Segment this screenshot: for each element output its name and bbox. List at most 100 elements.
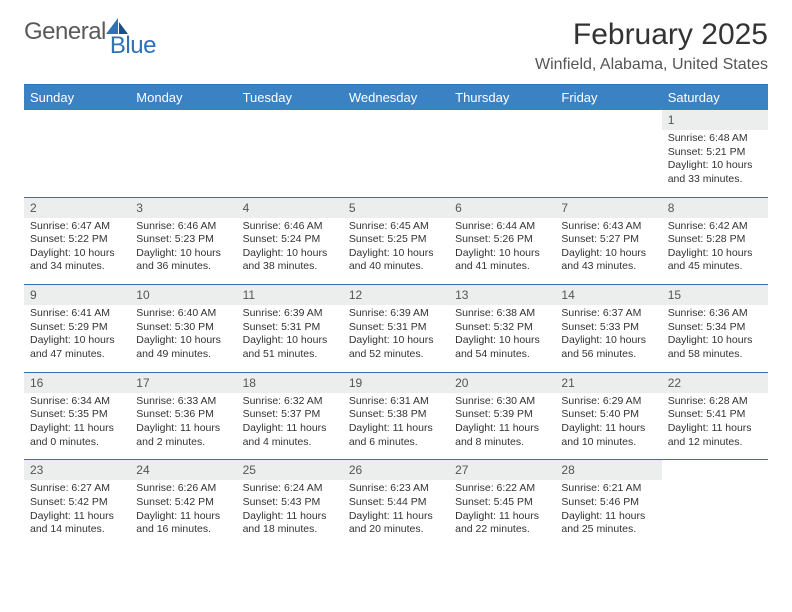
sunrise-line: Sunrise: 6:46 AM <box>243 220 337 234</box>
sunset-line: Sunset: 5:44 PM <box>349 496 443 510</box>
day-number-cell <box>130 110 236 130</box>
daylight-line: Daylight: 11 hours <box>561 510 655 524</box>
day-number-cell: 9 <box>24 285 130 305</box>
day-number-cell: 2 <box>24 198 130 218</box>
sunrise-line: Sunrise: 6:27 AM <box>30 482 124 496</box>
daylight-line: and 34 minutes. <box>30 260 124 274</box>
day-detail-cell: Sunrise: 6:45 AMSunset: 5:25 PMDaylight:… <box>343 218 449 285</box>
daylight-line: Daylight: 10 hours <box>243 334 337 348</box>
day-detail-cell: Sunrise: 6:38 AMSunset: 5:32 PMDaylight:… <box>449 305 555 372</box>
daylight-line: Daylight: 10 hours <box>243 247 337 261</box>
sunrise-line: Sunrise: 6:43 AM <box>561 220 655 234</box>
day-number-row: 1 <box>24 110 768 130</box>
day-detail-cell <box>343 130 449 197</box>
sunrise-line: Sunrise: 6:46 AM <box>136 220 230 234</box>
sunrise-line: Sunrise: 6:44 AM <box>455 220 549 234</box>
day-detail-cell: Sunrise: 6:28 AMSunset: 5:41 PMDaylight:… <box>662 393 768 460</box>
sunset-line: Sunset: 5:28 PM <box>668 233 762 247</box>
sunrise-line: Sunrise: 6:45 AM <box>349 220 443 234</box>
daylight-line: Daylight: 10 hours <box>561 334 655 348</box>
day-number-row: 9101112131415 <box>24 285 768 305</box>
sunrise-line: Sunrise: 6:42 AM <box>668 220 762 234</box>
day-detail-cell: Sunrise: 6:42 AMSunset: 5:28 PMDaylight:… <box>662 218 768 285</box>
daylight-line: and 10 minutes. <box>561 436 655 450</box>
daylight-line: Daylight: 10 hours <box>30 247 124 261</box>
day-number-cell: 26 <box>343 460 449 480</box>
daylight-line: and 22 minutes. <box>455 523 549 537</box>
month-title: February 2025 <box>535 18 768 52</box>
day-detail-cell: Sunrise: 6:47 AMSunset: 5:22 PMDaylight:… <box>24 218 130 285</box>
daylight-line: and 58 minutes. <box>668 348 762 362</box>
day-number-cell: 8 <box>662 198 768 218</box>
location: Winfield, Alabama, United States <box>535 56 768 74</box>
day-number-cell: 16 <box>24 373 130 393</box>
day-number-cell: 23 <box>24 460 130 480</box>
day-detail-cell: Sunrise: 6:26 AMSunset: 5:42 PMDaylight:… <box>130 480 236 547</box>
sunrise-line: Sunrise: 6:31 AM <box>349 395 443 409</box>
daylight-line: and 25 minutes. <box>561 523 655 537</box>
calendar-page: General Blue February 2025 Winfield, Ala… <box>0 0 792 565</box>
sunrise-line: Sunrise: 6:32 AM <box>243 395 337 409</box>
day-detail-cell <box>449 130 555 197</box>
day-detail-cell <box>555 130 661 197</box>
sunset-line: Sunset: 5:42 PM <box>136 496 230 510</box>
sunset-line: Sunset: 5:38 PM <box>349 408 443 422</box>
day-detail-cell: Sunrise: 6:24 AMSunset: 5:43 PMDaylight:… <box>237 480 343 547</box>
day-detail-cell <box>130 130 236 197</box>
logo-text-1: General <box>24 18 106 46</box>
day-detail-cell: Sunrise: 6:33 AMSunset: 5:36 PMDaylight:… <box>130 393 236 460</box>
daylight-line: and 54 minutes. <box>455 348 549 362</box>
day-number-cell: 18 <box>237 373 343 393</box>
sunset-line: Sunset: 5:35 PM <box>30 408 124 422</box>
daylight-line: Daylight: 11 hours <box>243 510 337 524</box>
day-number-cell: 20 <box>449 373 555 393</box>
daylight-line: Daylight: 11 hours <box>349 510 443 524</box>
sunset-line: Sunset: 5:40 PM <box>561 408 655 422</box>
calendar-body: 1Sunrise: 6:48 AMSunset: 5:21 PMDaylight… <box>24 110 768 547</box>
daylight-line: and 2 minutes. <box>136 436 230 450</box>
daylight-line: Daylight: 10 hours <box>561 247 655 261</box>
sunset-line: Sunset: 5:31 PM <box>243 321 337 335</box>
sunrise-line: Sunrise: 6:39 AM <box>243 307 337 321</box>
daylight-line: and 16 minutes. <box>136 523 230 537</box>
sunrise-line: Sunrise: 6:22 AM <box>455 482 549 496</box>
sunset-line: Sunset: 5:32 PM <box>455 321 549 335</box>
sunset-line: Sunset: 5:25 PM <box>349 233 443 247</box>
daylight-line: and 45 minutes. <box>668 260 762 274</box>
daylight-line: and 4 minutes. <box>243 436 337 450</box>
sunset-line: Sunset: 5:33 PM <box>561 321 655 335</box>
sunset-line: Sunset: 5:24 PM <box>243 233 337 247</box>
sunset-line: Sunset: 5:34 PM <box>668 321 762 335</box>
day-detail-cell: Sunrise: 6:39 AMSunset: 5:31 PMDaylight:… <box>237 305 343 372</box>
day-number-cell: 17 <box>130 373 236 393</box>
daylight-line: and 36 minutes. <box>136 260 230 274</box>
sunrise-line: Sunrise: 6:30 AM <box>455 395 549 409</box>
daylight-line: Daylight: 10 hours <box>136 247 230 261</box>
daylight-line: Daylight: 10 hours <box>668 247 762 261</box>
weekday-header: Friday <box>555 85 661 110</box>
weekday-header: Monday <box>130 85 236 110</box>
day-detail-row: Sunrise: 6:48 AMSunset: 5:21 PMDaylight:… <box>24 130 768 197</box>
day-detail-cell: Sunrise: 6:32 AMSunset: 5:37 PMDaylight:… <box>237 393 343 460</box>
sunset-line: Sunset: 5:21 PM <box>668 146 762 160</box>
sunset-line: Sunset: 5:45 PM <box>455 496 549 510</box>
day-number-cell: 10 <box>130 285 236 305</box>
sunset-line: Sunset: 5:29 PM <box>30 321 124 335</box>
day-number-cell: 14 <box>555 285 661 305</box>
day-detail-row: Sunrise: 6:41 AMSunset: 5:29 PMDaylight:… <box>24 305 768 372</box>
daylight-line: Daylight: 11 hours <box>561 422 655 436</box>
sunrise-line: Sunrise: 6:47 AM <box>30 220 124 234</box>
day-number-row: 16171819202122 <box>24 373 768 393</box>
logo-text-2: Blue <box>110 32 156 60</box>
day-detail-cell: Sunrise: 6:46 AMSunset: 5:23 PMDaylight:… <box>130 218 236 285</box>
daylight-line: and 49 minutes. <box>136 348 230 362</box>
daylight-line: and 20 minutes. <box>349 523 443 537</box>
sunrise-line: Sunrise: 6:23 AM <box>349 482 443 496</box>
day-number-cell: 7 <box>555 198 661 218</box>
day-detail-cell <box>24 130 130 197</box>
daylight-line: Daylight: 10 hours <box>136 334 230 348</box>
sunrise-line: Sunrise: 6:36 AM <box>668 307 762 321</box>
daylight-line: Daylight: 11 hours <box>30 422 124 436</box>
day-detail-cell <box>662 480 768 547</box>
daylight-line: and 0 minutes. <box>30 436 124 450</box>
